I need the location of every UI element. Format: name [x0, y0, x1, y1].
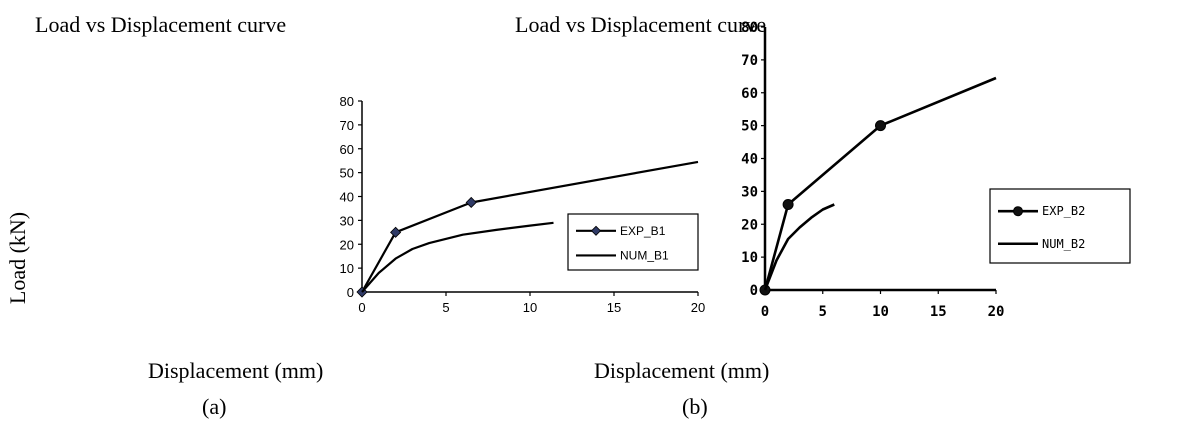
chart-b-legend-box	[989, 188, 1131, 264]
chart-a-y-tick-label: 40	[340, 190, 354, 205]
chart-b-y-tick-label: 80	[741, 20, 758, 36]
chart-b-x-tick-label: 10	[872, 304, 889, 320]
chart-a-y-tick-label: 20	[340, 237, 354, 252]
chart-b-y-tick-label: 60	[741, 86, 758, 102]
chart-a-x-tick-label: 10	[523, 300, 537, 315]
data-point-exp-b2	[782, 199, 794, 211]
chart-b-x-tick-label: 5	[819, 304, 827, 320]
chart-b-y-tick-label: 20	[741, 217, 758, 233]
legend-label-exp-b2: EXP_B2	[1042, 204, 1085, 218]
series-line-num-b2	[763, 203, 835, 291]
series-line-num-b1	[361, 221, 554, 293]
chart-a-legend-box	[567, 213, 699, 271]
series-line-exp-b2	[763, 76, 997, 291]
chart-b-y-tick-label: 70	[741, 53, 758, 69]
chart-a-y-tick-label: 80	[340, 94, 354, 109]
chart-a-plot: 0 10 20 30 40 50 60 70 80 0 5 10 15 20 EXP_B1 NUM_B1	[340, 94, 706, 315]
chart-a-y-tick-label: 60	[340, 142, 354, 157]
data-point-exp-b1	[465, 196, 477, 209]
legend-label-num-b1: NUM_B1	[620, 248, 669, 262]
chart-a-x-axis-label: Displacement (mm)	[148, 358, 324, 383]
legend-marker-exp-b1	[590, 225, 602, 236]
chart-a-x-tick-label: 20	[691, 300, 705, 315]
chart-b-x-tick-label: 15	[930, 304, 947, 320]
chart-b-plot: 0 10 20 30 40 50 60 70 80 0 5 10 15 20 EXP_B2 NUM_B2	[741, 20, 1131, 320]
legend-label-exp-b1: EXP_B1	[620, 224, 666, 238]
chart-a-title: Load vs Displacement curve	[35, 12, 287, 37]
chart-a-caption: (a)	[202, 394, 227, 419]
chart-a-x-tick-label: 15	[607, 300, 621, 315]
chart-b-y-tick-label: 50	[741, 119, 758, 135]
chart-b-x-tick-label: 20	[988, 304, 1005, 320]
legend-label-num-b2: NUM_B2	[1042, 237, 1085, 251]
chart-a-y-tick-label: 0	[347, 285, 354, 300]
chart-b-x-axis-label: Displacement (mm)	[594, 358, 770, 383]
data-point-exp-b1	[390, 226, 402, 238]
chart-a-x-tick-label: 0	[358, 300, 365, 315]
chart-b-y-tick-label: 10	[741, 250, 758, 266]
chart-b-y-tick-label: 40	[741, 152, 758, 168]
chart-b-y-tick-label: 30	[741, 184, 758, 200]
chart-a-y-tick-label: 70	[340, 118, 354, 133]
chart-b-y-tick-label: 0	[750, 283, 758, 299]
chart-a-y-tick-label: 30	[340, 213, 354, 228]
chart-a-y-tick-label: 50	[340, 166, 354, 181]
data-point-exp-b2	[875, 120, 886, 132]
chart-b-caption: (b)	[682, 394, 708, 419]
chart-b-x-tick-label: 0	[761, 304, 769, 320]
series-line-exp-b1	[361, 160, 699, 293]
chart-a-y-tick-label: 10	[340, 261, 354, 276]
legend-marker-exp-b2	[1013, 206, 1023, 217]
chart-b-title: Load vs Displacement curve	[515, 12, 767, 37]
chart-a-x-tick-label: 5	[442, 300, 449, 315]
